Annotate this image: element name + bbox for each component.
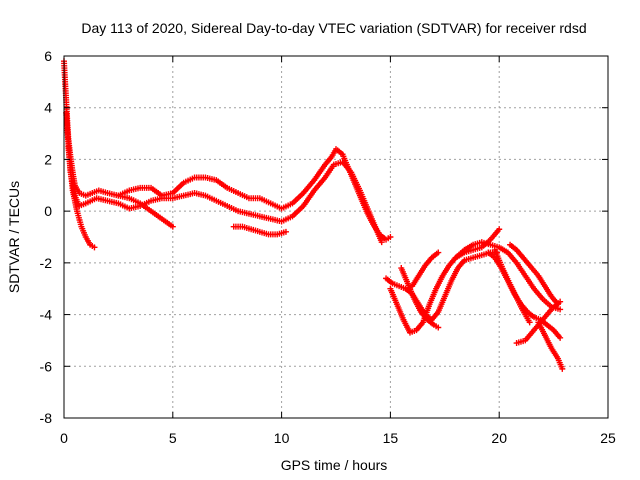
tick-labels: 0 5 10 15 20 25 -8 -6 -4 -2 0 2 4 6 bbox=[40, 48, 616, 446]
data-points bbox=[61, 58, 566, 372]
x-tick-label: 5 bbox=[169, 430, 177, 446]
y-tick-label: 2 bbox=[44, 151, 52, 167]
x-tick-label: 15 bbox=[383, 430, 399, 446]
plot-frame bbox=[63, 55, 609, 419]
data-point bbox=[557, 306, 564, 313]
data-point bbox=[435, 249, 442, 256]
x-tick-label: 0 bbox=[60, 430, 68, 446]
data-point bbox=[378, 239, 385, 246]
data-point bbox=[557, 334, 564, 341]
data-point bbox=[559, 365, 566, 372]
y-tick-label: -4 bbox=[40, 307, 53, 323]
data-point bbox=[169, 223, 176, 230]
data-point bbox=[526, 319, 533, 326]
y-tick-label: -8 bbox=[40, 410, 53, 426]
x-tick-label: 10 bbox=[274, 430, 290, 446]
data-point bbox=[91, 244, 98, 251]
y-tick-label: 4 bbox=[44, 100, 52, 116]
x-tick-label: 20 bbox=[491, 430, 507, 446]
axis-ticks bbox=[63, 55, 609, 419]
data-point bbox=[557, 298, 564, 305]
x-axis-label: GPS time / hours bbox=[281, 457, 388, 473]
data-point bbox=[496, 226, 503, 233]
data-point bbox=[435, 324, 442, 331]
y-tick-label: 6 bbox=[44, 48, 52, 64]
grid-lines bbox=[64, 56, 608, 418]
data-point bbox=[387, 234, 394, 240]
y-axis-label: SDTVAR / TECUs bbox=[6, 181, 22, 293]
y-tick-label: -2 bbox=[40, 255, 53, 271]
data-point bbox=[282, 228, 289, 235]
y-tick-label: -6 bbox=[40, 358, 53, 374]
x-tick-label: 25 bbox=[600, 430, 616, 446]
y-tick-label: 0 bbox=[44, 203, 52, 219]
chart-title: Day 113 of 2020, Sidereal Day-to-day VTE… bbox=[81, 20, 586, 36]
